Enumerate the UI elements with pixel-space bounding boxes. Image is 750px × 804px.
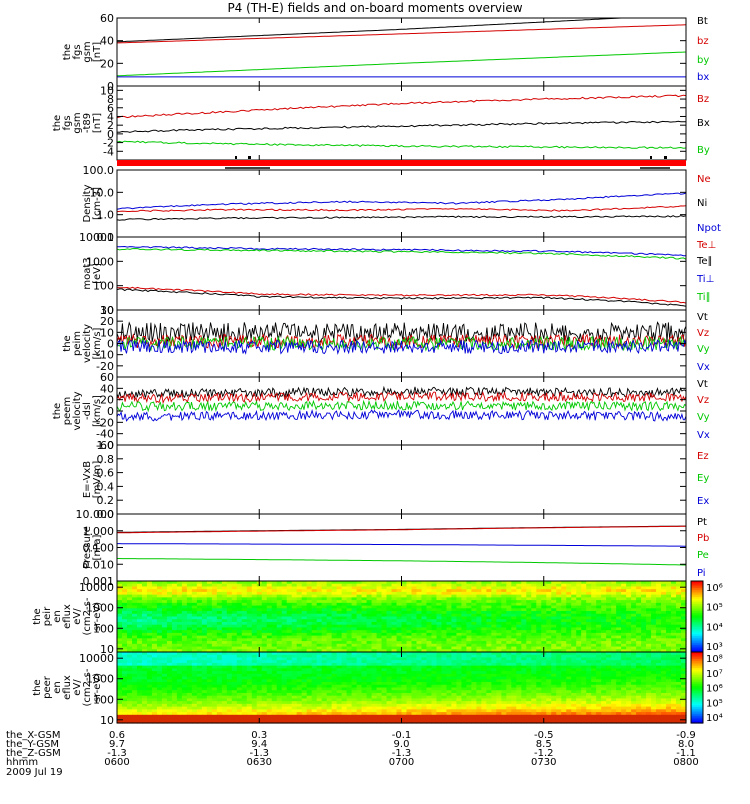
y-tick-label: 60	[100, 12, 114, 25]
legend-label: Vt	[697, 379, 708, 390]
series-line	[117, 25, 686, 43]
series-line	[117, 392, 686, 403]
legend-label: Bt	[697, 16, 708, 27]
y-axis-label-line: [mV/m]	[92, 461, 103, 499]
legend-label: Npot	[697, 223, 721, 234]
y-axis-label-line: [nT]	[92, 42, 103, 62]
legend-label: Ni	[697, 198, 707, 209]
series-line	[117, 247, 686, 256]
legend-label: Vz	[697, 328, 709, 339]
legend-label: Pt	[697, 517, 707, 528]
y-axis-label-line: [eV]	[92, 263, 103, 284]
series-line	[117, 216, 686, 221]
series-line	[117, 544, 686, 547]
legend-label: Pi	[697, 568, 706, 579]
series-line	[117, 410, 686, 421]
legend-label: Pe	[697, 550, 709, 561]
y-tick-label: 40	[100, 382, 114, 395]
series-line	[117, 401, 686, 411]
series-line	[117, 95, 686, 118]
legend-label: Vx	[697, 362, 710, 373]
series-line	[117, 206, 686, 212]
series-line	[117, 141, 686, 148]
legend-label: Ey	[697, 473, 709, 484]
colorbar-tick-label: 10⁵	[706, 603, 723, 614]
legend-label: Ez	[697, 451, 709, 462]
y-axis-label-line: [nT]	[92, 113, 103, 133]
legend-label: Ne	[697, 174, 711, 185]
legend-label: bz	[697, 36, 709, 47]
series-line	[117, 121, 686, 132]
series-line	[117, 193, 686, 209]
y-tick-label: 60	[100, 371, 114, 384]
legend-label: Pb	[697, 533, 709, 544]
y-axis-label-line: sr-eV)	[92, 602, 103, 631]
legend-label: by	[697, 55, 709, 66]
y-tick-label: 1.0	[97, 439, 115, 452]
panel-frame	[117, 170, 686, 237]
panel-frame	[117, 514, 686, 581]
colorbar-panel-8	[691, 581, 703, 653]
colorbar-tick-label: 10⁴	[706, 622, 723, 633]
legend-label: Vx	[697, 430, 710, 441]
series-line	[117, 559, 686, 566]
y-axis-label-line: [km/s]	[92, 395, 103, 427]
legend-label: By	[697, 145, 710, 156]
y-tick-label: 30	[100, 304, 114, 317]
heatmap-cells-panel-9	[117, 652, 687, 724]
y-axis-label-line: [nPa]	[92, 534, 103, 560]
y-tick-label: 0	[107, 338, 114, 351]
legend-label: Bz	[697, 94, 709, 105]
legend-label: Te⊥	[696, 240, 716, 251]
y-tick-label: 10	[100, 84, 114, 97]
series-line	[117, 52, 686, 76]
y-tick-label: 100.0	[83, 164, 115, 177]
y-axis-label-line: [km/s]	[92, 327, 103, 359]
y-axis-label-line: [cm-3]	[92, 187, 103, 220]
legend-label: Ex	[697, 496, 709, 507]
colorbar-tick-label: 10⁶	[706, 583, 723, 594]
y-tick-label: 0	[107, 405, 114, 418]
panel-frame	[117, 445, 686, 514]
y-tick-label: 10.000	[76, 508, 115, 521]
legend-label: bx	[697, 72, 709, 83]
legend-label: Vt	[697, 312, 708, 323]
legend-label: Vz	[697, 395, 709, 406]
series-line	[117, 526, 686, 533]
y-tick-label: 20	[100, 315, 114, 328]
panel-frame	[117, 18, 686, 86]
legend-label: Ti⊥	[696, 274, 714, 285]
legend-label: Ti∥	[696, 292, 711, 303]
legend-label: Bx	[697, 118, 710, 129]
y-tick-label: 10000	[79, 581, 114, 594]
heatmap-cells-panel-8	[117, 581, 687, 653]
legend-label: Vy	[697, 344, 710, 355]
y-tick-label: 10000	[79, 231, 114, 244]
legend-label: Te∥	[696, 256, 713, 267]
series-line	[117, 287, 686, 303]
legend-label: Vy	[697, 412, 710, 423]
colorbar-tick-label: 10³	[706, 642, 723, 653]
